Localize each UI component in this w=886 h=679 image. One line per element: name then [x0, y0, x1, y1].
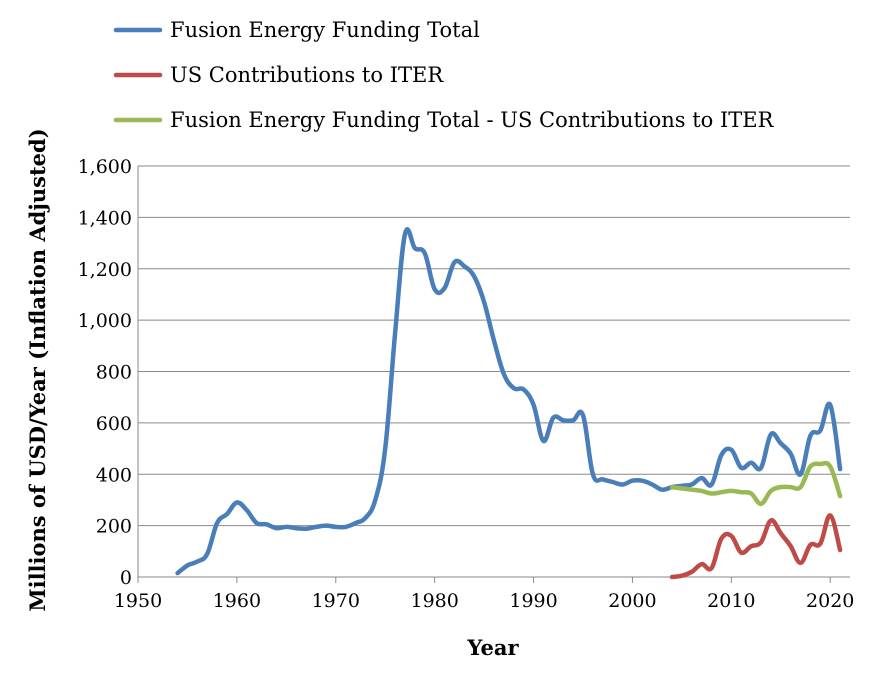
x-tick-label: 1970: [312, 590, 360, 612]
x-axis-title: Year: [466, 635, 519, 660]
y-axis-title: Millions of USD/Year (Inflation Adjusted…: [25, 128, 50, 611]
gridlines: 0 200 400 600 800 1,000 1,200 1,400 1,600: [78, 156, 850, 589]
x-tick-label: 1950: [114, 590, 162, 612]
legend: Fusion Energy Funding Total US Contributi…: [113, 18, 775, 132]
x-tick-label: 2000: [608, 590, 656, 612]
y-tick-label: 1,600: [78, 156, 132, 178]
y-tick-label: 1,400: [78, 207, 132, 229]
y-tick-label: 1,000: [78, 310, 132, 332]
x-tick-label: 2010: [707, 590, 755, 612]
axes: 1950 1960 1970 1980 1990 2000 2010 2020: [114, 166, 854, 612]
y-tick-label: 600: [96, 413, 132, 435]
legend-label: US Contributions to ITER: [170, 63, 444, 87]
y-tick-label: 1,200: [78, 259, 132, 281]
series-line-fusion-minus-iter: [669, 460, 843, 507]
legend-label: Fusion Energy Funding Total: [170, 18, 480, 42]
legend-label: Fusion Energy Funding Total - US Contrib…: [170, 108, 775, 132]
y-tick-label: 800: [96, 362, 132, 384]
y-tick-label: 0: [120, 567, 132, 589]
y-tick-label: 400: [96, 464, 132, 486]
series-line-iter-contributions: [669, 513, 843, 580]
x-tick-label: 1960: [213, 590, 261, 612]
series-line-fusion-total: [175, 227, 843, 576]
x-tick-label: 1990: [509, 590, 557, 612]
y-tick-label: 200: [96, 516, 132, 538]
x-tick-label: 2020: [806, 590, 854, 612]
series-layer: [175, 227, 843, 580]
x-tick-label: 1980: [410, 590, 458, 612]
